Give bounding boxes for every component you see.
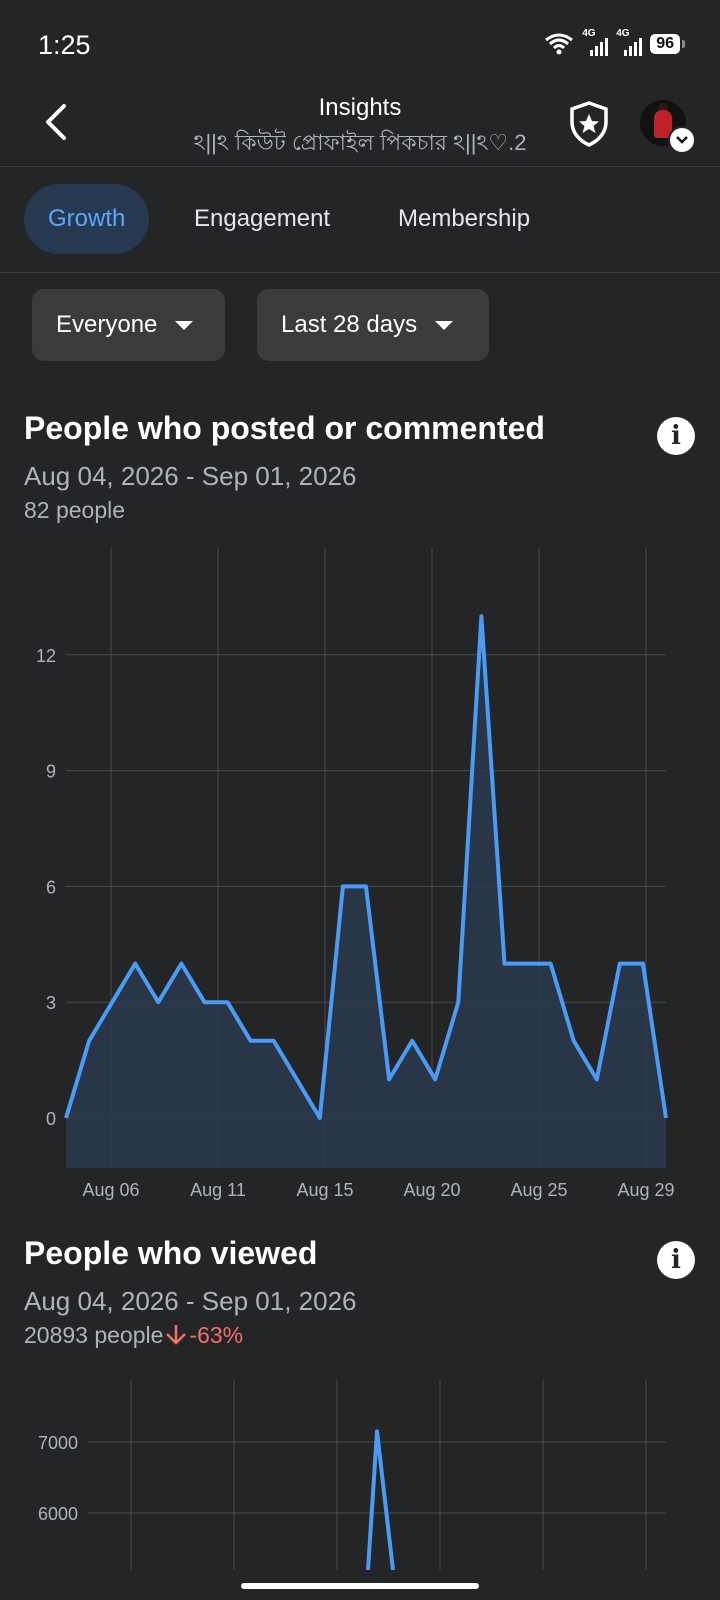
battery-icon: 96 xyxy=(650,34,685,54)
info-icon[interactable]: i xyxy=(657,1241,695,1279)
y-tick-label: 6 xyxy=(46,877,56,897)
signal-icon-2: 4G xyxy=(616,28,643,56)
caret-down-icon xyxy=(435,320,454,330)
posted-commented-chart: 0 3 6 9 12 Aug 06 Aug 11 Aug 15 Aug 20 Aug 25 Aug … xyxy=(36,548,675,1200)
status-time: 1:25 xyxy=(38,30,91,60)
x-tick-label: Aug 29 xyxy=(617,1180,674,1200)
x-tick-label: Aug 06 xyxy=(82,1180,139,1200)
app-header: Insights ঽ||ঽ কিউট প্রোফাইল পিকচার ঽ||ঽ♡… xyxy=(0,90,720,167)
x-tick-label: Aug 20 xyxy=(403,1180,460,1200)
status-bar: 1:25 4G 4G 96 xyxy=(0,0,720,90)
network-type-2: 4G xyxy=(616,28,630,39)
wifi-icon xyxy=(545,33,574,55)
page-title: Insights xyxy=(318,94,402,121)
series-line xyxy=(366,1429,395,1570)
tab-growth[interactable]: Growth xyxy=(24,184,150,254)
y-tick-label: 3 xyxy=(46,993,56,1013)
info-icon[interactable]: i xyxy=(657,417,695,455)
caret-down-icon xyxy=(175,320,194,330)
section-title-viewed: People who viewed xyxy=(24,1235,318,1271)
group-name: ঽ||ঽ কিউট প্রোফাইল পিকচার ঽ||ঽ♡.2 xyxy=(193,130,527,155)
period-label: Last 28 days xyxy=(281,311,418,338)
back-arrow-icon[interactable] xyxy=(36,100,80,144)
audience-label: Everyone xyxy=(56,311,158,338)
chevron-down-icon[interactable] xyxy=(668,126,696,154)
tab-membership[interactable]: Membership xyxy=(398,205,531,232)
y-tick-label: 6000 xyxy=(38,1504,78,1524)
trend-delta: -63% xyxy=(189,1322,244,1348)
date-range: Aug 04, 2026 - Sep 01, 2026 xyxy=(24,461,357,491)
x-tick-label: Aug 11 xyxy=(190,1180,246,1200)
x-tick-label: Aug 15 xyxy=(296,1180,353,1200)
insights-tabs: Growth Engagement Membership xyxy=(0,167,720,273)
people-count-row: 20893 people -63% xyxy=(24,1322,243,1349)
arrow-down-icon xyxy=(166,1325,187,1345)
y-tick-label: 0 xyxy=(46,1109,56,1129)
date-range: Aug 04, 2026 - Sep 01, 2026 xyxy=(24,1286,357,1316)
y-tick-label: 7000 xyxy=(38,1433,78,1453)
home-indicator[interactable] xyxy=(241,1583,479,1589)
audience-dropdown[interactable]: Everyone xyxy=(32,289,225,361)
viewed-chart: 7000 6000 xyxy=(38,1380,666,1570)
period-dropdown[interactable]: Last 28 days xyxy=(257,289,489,361)
section-title-posted: People who posted or commented xyxy=(24,410,545,446)
y-tick-label: 9 xyxy=(46,762,56,782)
tab-engagement[interactable]: Engagement xyxy=(194,205,331,232)
people-count: 82 people xyxy=(24,497,126,523)
people-count: 20893 people xyxy=(24,1322,164,1348)
status-icons: 4G 4G 96 xyxy=(544,28,685,56)
signal-icon: 4G xyxy=(582,28,609,56)
shield-star-icon[interactable] xyxy=(567,100,611,148)
network-type: 4G xyxy=(582,28,596,39)
y-tick-label: 12 xyxy=(36,646,56,666)
x-tick-label: Aug 25 xyxy=(510,1180,567,1200)
